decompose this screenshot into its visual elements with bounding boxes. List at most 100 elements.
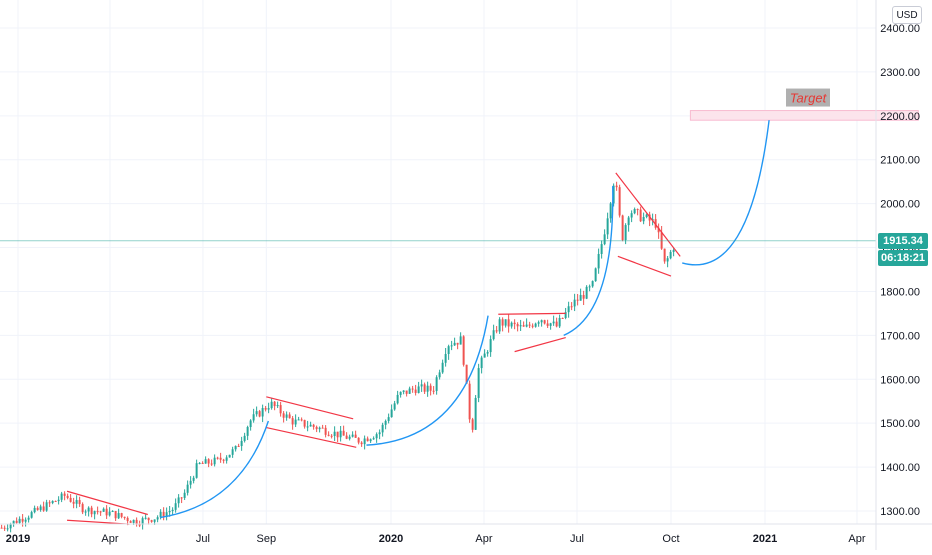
candle-body: [609, 203, 612, 219]
price-tick-label: 2000.00: [880, 199, 920, 211]
candle-body: [312, 424, 315, 427]
candle-body: [294, 419, 297, 425]
candle-body: [555, 321, 558, 327]
time-tick-label: Sep: [257, 533, 277, 545]
candle-body: [18, 518, 21, 523]
candle-body: [630, 213, 633, 218]
candle-body: [618, 187, 621, 216]
candle-body: [270, 401, 273, 409]
candle-body: [336, 431, 339, 438]
candle-body: [318, 427, 321, 430]
pattern-line: [514, 336, 566, 353]
candle-body: [636, 209, 639, 211]
candle-body: [465, 364, 468, 384]
candle-body: [300, 419, 303, 421]
pattern-line: [266, 426, 357, 448]
candle-body: [258, 411, 261, 417]
grid-lines: [0, 0, 876, 524]
candle-body: [462, 336, 465, 365]
time-tick-label: 2020: [379, 533, 403, 545]
candle-body: [273, 401, 276, 407]
candle-body: [309, 424, 312, 427]
candle-body: [237, 445, 240, 447]
candle-body: [537, 322, 540, 324]
candle-body: [168, 511, 171, 513]
candle-body: [81, 504, 84, 513]
target-label-box: [786, 88, 830, 107]
candle-body: [9, 524, 12, 529]
candle-body: [54, 500, 57, 502]
candle-body: [252, 414, 255, 421]
time-axis[interactable]: 2019 Apr Jul Sep 2020 Apr Jul Oct 2021 Apr: [0, 523, 932, 545]
candle-body: [504, 319, 507, 326]
candle-body: [456, 342, 459, 345]
candle-body: [186, 484, 189, 493]
candle-body: [435, 377, 438, 391]
candle-body: [306, 426, 309, 428]
candle-body: [189, 480, 192, 485]
candle-body: [525, 324, 528, 327]
price-tick-label: 1700.00: [880, 330, 920, 342]
candle-body: [297, 419, 300, 421]
candle-body: [162, 511, 165, 517]
candle-body: [393, 403, 396, 410]
candle-body: [216, 457, 219, 459]
candle-body: [159, 511, 162, 518]
candle-body: [384, 420, 387, 425]
candle-body: [114, 511, 117, 519]
candle-body: [276, 405, 279, 407]
trend-curve: [159, 420, 270, 519]
candle-body: [576, 299, 579, 301]
candle-body: [528, 324, 531, 326]
candle-body: [366, 438, 369, 442]
time-tick-label: Jul: [570, 533, 584, 545]
price-tick-label: 1800.00: [880, 286, 920, 298]
candle-body: [474, 397, 477, 430]
candle-body: [627, 217, 630, 226]
candle-body: [285, 414, 288, 418]
price-tick-label: 2400.00: [880, 23, 920, 35]
candle-body: [96, 511, 99, 513]
candle-body: [75, 500, 78, 504]
candle-body: [144, 517, 147, 519]
candle-body: [48, 502, 51, 504]
pattern-line: [66, 490, 148, 516]
candle-body: [210, 463, 213, 465]
price-tick-label: 1400.00: [880, 462, 920, 474]
candle-body: [303, 419, 306, 427]
candle-body: [183, 492, 186, 498]
candle-body: [540, 320, 543, 323]
candle-body: [102, 508, 105, 512]
candle-body: [90, 507, 93, 515]
candle-body: [390, 409, 393, 418]
candle-body: [483, 353, 486, 358]
candle-body: [339, 430, 342, 438]
candle-body: [213, 457, 216, 465]
candle-body: [195, 463, 198, 478]
candle-body: [15, 520, 18, 523]
candle-body: [573, 299, 576, 307]
candle-body: [12, 520, 15, 525]
candle-body: [0, 527, 3, 529]
candle-body: [264, 408, 267, 410]
candle-body: [66, 495, 69, 498]
candle-body: [387, 417, 390, 421]
candle-body: [201, 462, 204, 464]
candle-body: [156, 517, 159, 520]
candle-body: [246, 427, 249, 436]
candle-body: [315, 426, 318, 430]
candle-body: [330, 435, 333, 437]
candle-body: [426, 385, 429, 392]
price-tick-label: 1500.00: [880, 418, 920, 430]
candle-body: [354, 434, 357, 438]
candle-body: [666, 258, 669, 262]
candle-body: [135, 519, 138, 525]
candle-body: [105, 508, 108, 516]
candle-body: [333, 431, 336, 437]
currency-badge[interactable]: USD: [892, 6, 922, 24]
candle-body: [438, 372, 441, 378]
candle-body: [624, 225, 627, 241]
candle-body: [570, 306, 573, 308]
